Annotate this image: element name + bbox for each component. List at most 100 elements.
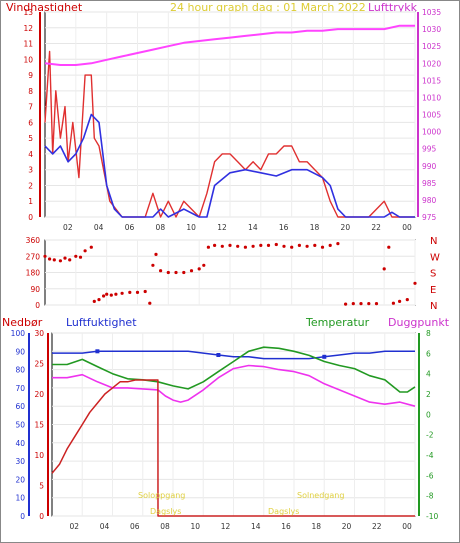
wind-x-tick-label: 02 (63, 223, 73, 232)
wind-x-tick-label: 22 (371, 223, 381, 232)
direction-point (266, 243, 271, 247)
temperature-y-tick-label: -4 (426, 451, 434, 460)
direction-point (143, 289, 147, 294)
direction-point (174, 270, 178, 275)
compass-label: E (430, 285, 436, 296)
dewpoint-line (52, 364, 416, 407)
temperature-y-tick-label: 6 (426, 349, 431, 358)
wind-y-tick-label: 0 (28, 213, 33, 222)
wind-x-tick-label: 16 (279, 223, 289, 232)
wind-x-tick-label: 00 (402, 223, 412, 232)
wind-y-tick-label: 9 (28, 71, 33, 80)
graph-date-title: 24 hour graph dag : 01 March 2022 (170, 1, 366, 14)
direction-point (344, 302, 348, 306)
direction-point (259, 243, 263, 247)
direction-y-tick-label: 360 (26, 236, 41, 245)
climate-x-tick-label: 02 (69, 522, 79, 531)
pressure-y-tick-label: 1035 (422, 8, 441, 17)
direction-point (135, 290, 140, 294)
pressure-title: Lufttrykk (368, 1, 418, 14)
wind-y-tick-label: 7 (28, 103, 33, 112)
direction-point (43, 254, 47, 258)
climate-x-tick-label: 12 (221, 522, 231, 531)
direction-grid (45, 239, 416, 306)
temperature-y-tick-label: -6 (426, 471, 434, 480)
wind-x-tick-label: 14 (248, 223, 258, 232)
direction-point (251, 244, 255, 248)
wind-y-tick-label: 4 (28, 150, 33, 159)
direction-point (83, 249, 87, 253)
pressure-y-tick-label: 1025 (422, 42, 441, 51)
wind-speed-title: Vindhastighet (6, 1, 83, 14)
pressure-y-tick-label: 985 (422, 179, 437, 188)
direction-point (398, 299, 402, 303)
pressure-y-tick-label: 1030 (422, 25, 441, 34)
rain-line (51, 379, 415, 517)
wind-x-tick-label: 10 (186, 223, 196, 232)
climate-x-tick-label: 22 (372, 522, 382, 531)
direction-y-tick-label: 270 (26, 252, 41, 261)
rain-y-tick-label: 10 (34, 451, 44, 460)
wind-y-tick-label: 6 (28, 118, 33, 127)
direction-point (52, 258, 56, 262)
wind-x-tick-label: 06 (125, 223, 135, 232)
climate-grid (52, 332, 416, 517)
direction-point (405, 298, 409, 302)
series-layer (43, 24, 417, 517)
sunset-label: Solnedgang (297, 491, 344, 500)
temperature-y-tick-label: 0 (426, 410, 431, 419)
pressure-y-tick-label: 995 (422, 145, 437, 154)
humidity-marker (216, 353, 221, 357)
rain-y-tick-label: 0 (39, 512, 44, 521)
direction-point (109, 293, 113, 297)
direction-point (58, 259, 63, 263)
direction-point (74, 254, 78, 258)
wind-x-tick-label: 08 (156, 223, 166, 232)
climate-x-tick-label: 20 (342, 522, 352, 531)
direction-point (151, 263, 155, 267)
direction-point (89, 245, 93, 249)
direction-point (159, 269, 163, 273)
direction-point (182, 270, 186, 275)
humidity-y-tick-label: 80 (15, 366, 25, 375)
axes: 0123456789101112139759809859909951000100… (11, 8, 442, 531)
direction-point (228, 243, 232, 247)
direction-point (197, 267, 201, 271)
climate-x-tick-label: 18 (311, 522, 321, 531)
temperature-y-tick-label: -10 (426, 512, 438, 521)
direction-point (128, 290, 132, 294)
pressure-y-tick-label: 1000 (422, 128, 441, 137)
direction-point (274, 242, 278, 247)
direction-point (68, 258, 72, 262)
direction-point (97, 298, 101, 302)
rain-y-tick-label: 5 (39, 482, 44, 491)
wind-y-tick-label: 2 (28, 181, 33, 190)
direction-point (282, 244, 286, 248)
direction-point (154, 252, 158, 256)
humidity-y-tick-label: 60 (15, 402, 25, 411)
sunrise-label: Soloppgang (138, 491, 185, 500)
humidity-y-tick-label: 0 (20, 512, 25, 521)
rain-label: Nedbør (2, 316, 43, 329)
direction-point (63, 256, 67, 260)
pressure-y-tick-label: 1005 (422, 111, 441, 120)
humidity-marker (95, 349, 100, 354)
direction-point (359, 302, 363, 306)
direction-point (351, 302, 355, 306)
wind-y-tick-label: 8 (28, 87, 33, 96)
direction-point (391, 301, 395, 305)
compass-label: N (430, 236, 437, 247)
climate-x-tick-label: 04 (100, 522, 110, 531)
pressure-y-tick-label: 1020 (422, 59, 441, 68)
direction-point (220, 244, 224, 248)
direction-point (213, 243, 217, 247)
humidity-y-tick-label: 40 (15, 439, 25, 448)
temperature-y-tick-label: -8 (426, 492, 434, 501)
wind-y-tick-label: 12 (23, 24, 33, 33)
wind-y-tick-label: 11 (23, 40, 33, 49)
wind-y-tick-label: 13 (23, 8, 33, 17)
direction-point (387, 245, 391, 249)
wind-average-line (44, 113, 415, 218)
humidity-y-tick-label: 50 (15, 421, 25, 430)
